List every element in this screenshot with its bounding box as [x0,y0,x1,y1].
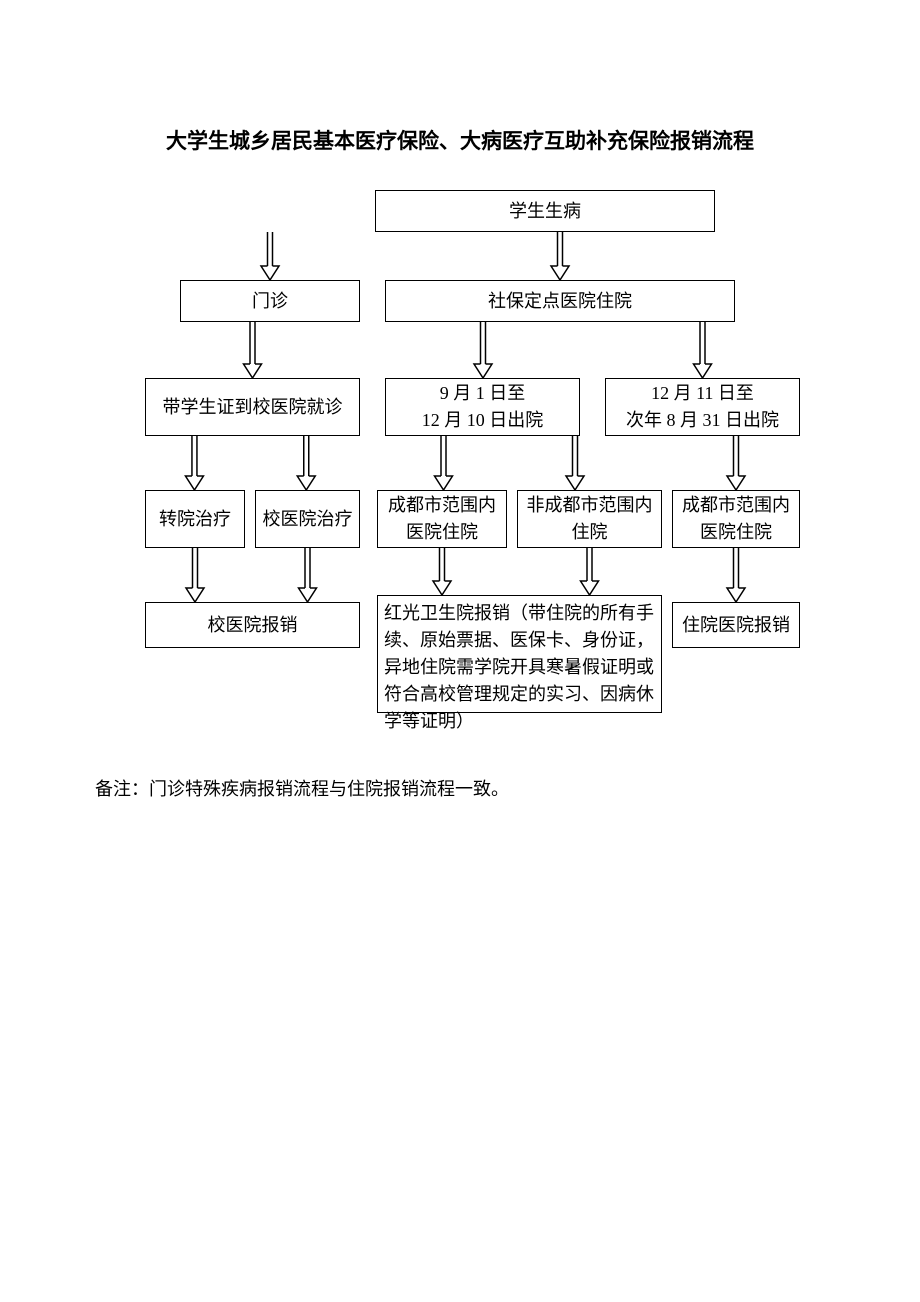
page: 大学生城乡居民基本医疗保险、大病医疗互助补充保险报销流程 备注：门诊特殊疾病报销… [0,0,920,1302]
flow-node-n13: 红光卫生院报销（带住院的所有手续、原始票据、医保卡、身份证，异地住院需学院开具寒… [377,595,662,713]
flow-node-n10: 非成都市范围内住院 [517,490,662,548]
flow-node-n11: 成都市范围内医院住院 [672,490,800,548]
flow-node-n7: 转院治疗 [145,490,245,548]
flow-node-n3: 社保定点医院住院 [385,280,735,322]
flow-node-n1: 学生生病 [375,190,715,232]
page-title: 大学生城乡居民基本医疗保险、大病医疗互助补充保险报销流程 [0,125,920,155]
flow-node-n4: 带学生证到校医院就诊 [145,378,360,436]
flow-node-n5: 9 月 1 日至12 月 10 日出院 [385,378,580,436]
flow-node-n2: 门诊 [180,280,360,322]
footnote: 备注：门诊特殊疾病报销流程与住院报销流程一致。 [95,775,509,801]
flow-node-n6: 12 月 11 日至次年 8 月 31 日出院 [605,378,800,436]
flow-node-n14: 住院医院报销 [672,602,800,648]
flow-node-n8: 校医院治疗 [255,490,360,548]
flow-node-n12: 校医院报销 [145,602,360,648]
flow-node-n9: 成都市范围内医院住院 [377,490,507,548]
